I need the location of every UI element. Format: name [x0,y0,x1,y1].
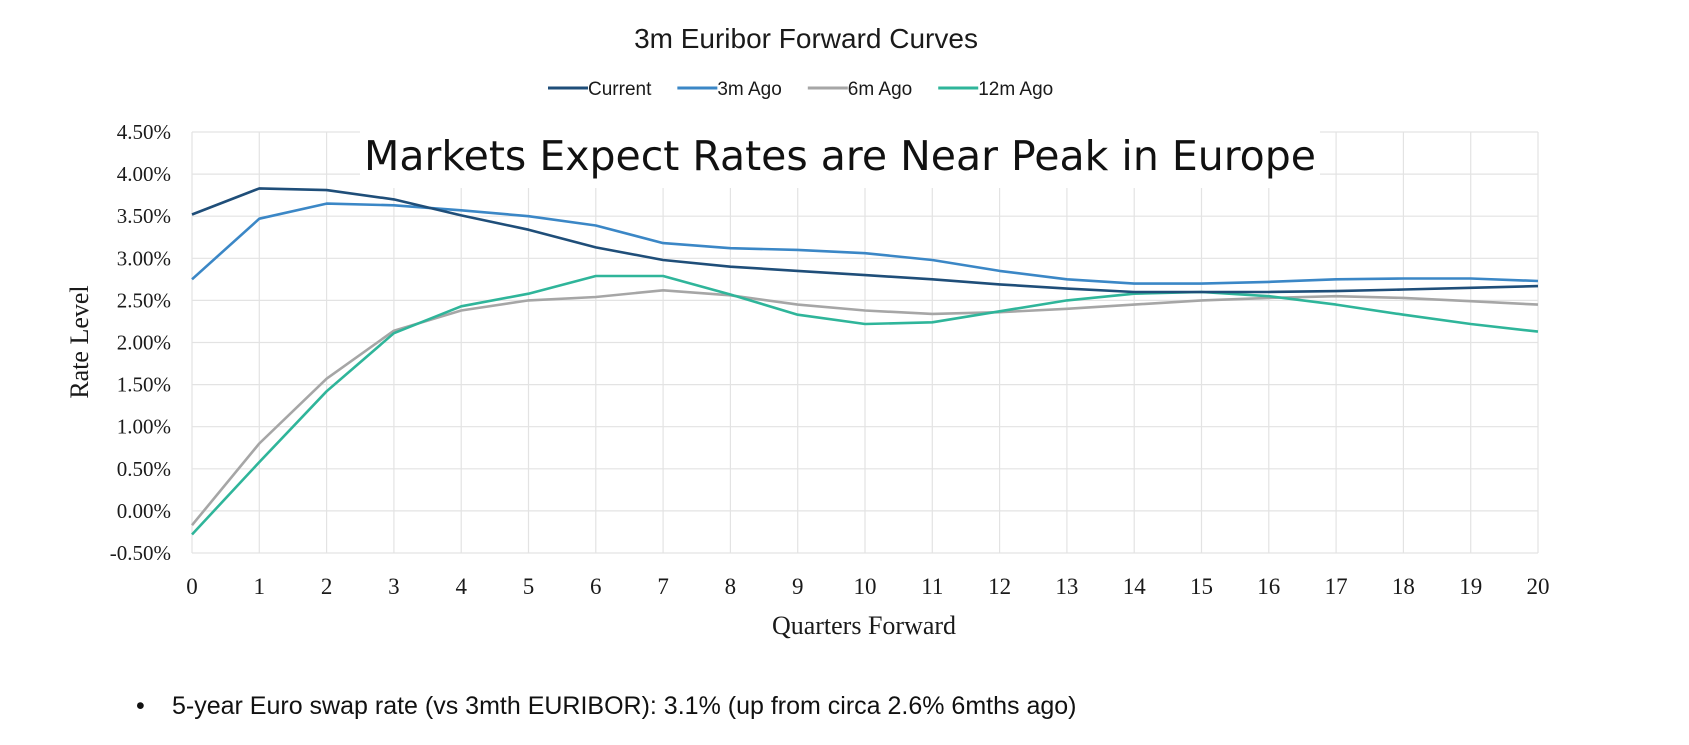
x-tick-label: 9 [792,574,804,599]
y-tick-label: 3.00% [117,246,171,270]
x-tick-label: 5 [523,574,535,599]
y-tick-label: 3.50% [117,204,171,228]
x-tick-label: 4 [455,574,467,599]
y-axis-ticks: -0.50% 0.00% 0.50% 1.00% 1.50% 2.00% 2.50% 3.00… [110,120,171,565]
legend-label: 6m Ago [848,79,912,100]
y-tick-label: 0.50% [117,457,171,481]
x-tick-label: 17 [1325,574,1348,599]
chart-legend: Current 3m Ago 6m Ago 12m Ago [548,79,1053,100]
footnote: • 5-year Euro swap rate (vs 3mth EURIBOR)… [136,692,1556,721]
x-tick-label: 15 [1190,574,1213,599]
x-tick-label: 0 [186,574,198,599]
y-tick-label: 1.00% [117,415,171,439]
y-tick-label: 4.00% [117,162,171,186]
x-tick-label: 14 [1123,574,1147,599]
x-tick-label: 10 [854,574,877,599]
chart-title: 3m Euribor Forward Curves [634,23,978,54]
series-lines [190,187,1539,536]
series-line-current [191,187,1539,294]
x-tick-label: 7 [657,574,669,599]
y-tick-label: 2.00% [117,331,171,355]
legend-label: 12m Ago [978,79,1053,100]
x-tick-label: 8 [725,574,737,599]
y-axis-label: Rate Level [65,285,94,398]
x-tick-label: 6 [590,574,602,599]
x-tick-label: 19 [1459,574,1482,599]
x-tick-label: 20 [1527,574,1550,599]
x-tick-label: 16 [1257,574,1280,599]
legend-label: 3m Ago [717,79,781,100]
y-tick-label: 4.50% [117,120,171,144]
x-tick-label: 2 [321,574,333,599]
y-tick-label: 0.00% [117,499,171,523]
y-tick-label: 2.50% [117,288,171,312]
chart-grid [191,131,1539,554]
x-axis-label: Quarters Forward [772,611,956,640]
x-tick-label: 12 [988,574,1011,599]
y-tick-label: 1.50% [117,373,171,397]
footnote-text: 5-year Euro swap rate (vs 3mth EURIBOR):… [172,692,1077,720]
series-line-3m-ago [191,202,1539,285]
x-tick-label: 11 [921,574,943,599]
x-tick-label: 18 [1392,574,1415,599]
x-tick-label: 1 [254,574,266,599]
x-axis-ticks: 0 1 2 3 4 5 6 7 8 9 10 11 12 13 14 15 16 17 18 19 20 [186,574,1549,599]
series-line-12m-ago [191,274,1539,536]
overlay-headline: Markets Expect Rates are Near Peak in Eu… [360,124,1320,188]
x-tick-label: 3 [388,574,400,599]
bullet-point: • [136,692,145,720]
y-tick-label: -0.50% [110,541,171,565]
legend-label: Current [588,79,652,100]
x-tick-label: 13 [1055,574,1078,599]
